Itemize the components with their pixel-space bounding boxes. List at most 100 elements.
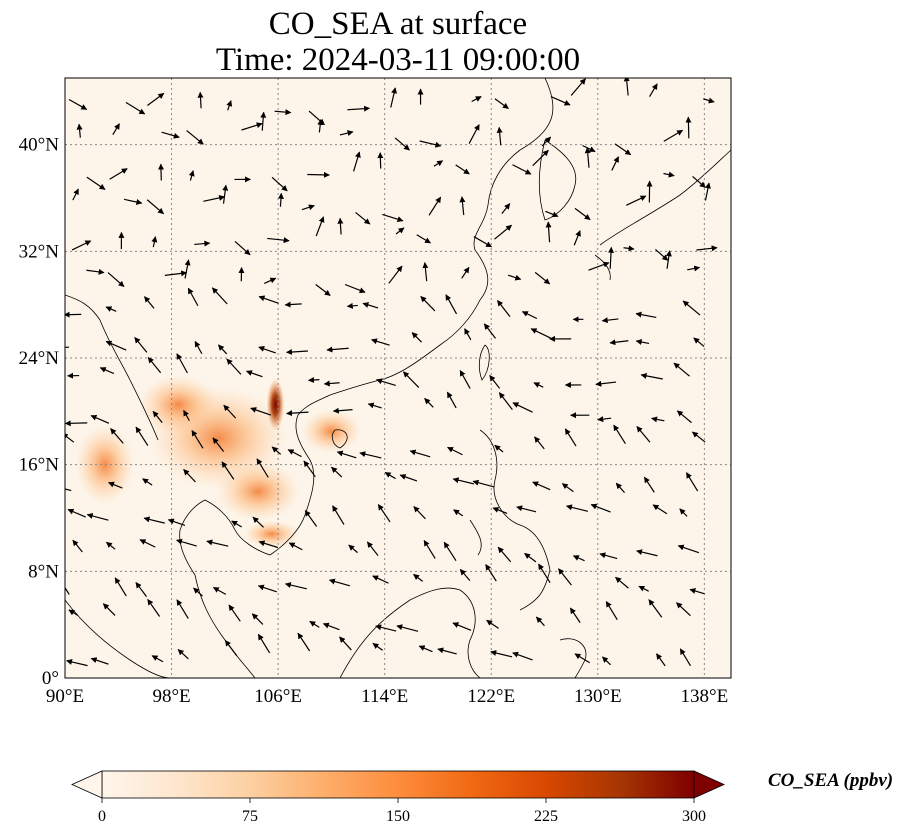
wind-arrow (489, 375, 501, 389)
colorbar-tick-label: 225 (534, 808, 558, 825)
wind-arrow (452, 622, 472, 631)
wind-arrow (452, 477, 475, 485)
wind-arrow (65, 433, 75, 443)
wind-arrow (323, 380, 340, 387)
wind-arrow (315, 216, 325, 237)
wind-arrow (250, 407, 272, 416)
lat-tick-label: 32°N (19, 241, 60, 262)
wind-arrow (217, 344, 228, 355)
wind-arrow (151, 655, 164, 663)
wind-arrow (147, 356, 162, 374)
wind-arrow (231, 520, 243, 528)
wind-arrow (679, 648, 692, 667)
wind-arrow (682, 300, 701, 316)
wind-arrow (534, 271, 551, 285)
wind-arrow (611, 156, 620, 171)
wind-arrow (252, 516, 264, 528)
wind-arrow (615, 576, 629, 589)
wind-arrow (68, 98, 88, 110)
wind-arrow (696, 245, 718, 252)
wind-arrow (65, 346, 70, 348)
wind-arrow (102, 603, 116, 616)
wind-arrow (226, 100, 233, 111)
wind-arrow (640, 372, 663, 380)
wind-arrow (212, 586, 227, 595)
wind-arrow (569, 607, 581, 623)
wind-arrow (403, 371, 420, 388)
wind-arrow (258, 295, 279, 304)
wind-arrow (339, 130, 354, 137)
co-plume (301, 409, 362, 454)
wind-arrow (676, 602, 691, 617)
lon-tick-label: 138°E (681, 686, 729, 707)
wind-arrow (655, 248, 669, 261)
wind-arrow (86, 268, 105, 275)
wind-arrow (147, 598, 161, 617)
wind-arrow (605, 600, 618, 620)
lat-tick-label: 0° (42, 668, 59, 689)
colorbar-max-extend (693, 770, 725, 799)
wind-arrow (685, 472, 699, 492)
wind-arrow (108, 481, 123, 489)
wind-arrow (139, 539, 156, 548)
wind-arrow (535, 616, 545, 627)
wind-arrow (459, 196, 466, 216)
lon-tick-label: 130°E (574, 686, 622, 707)
wind-arrow (142, 478, 153, 486)
wind-arrow (486, 619, 499, 629)
wind-arrow (623, 78, 630, 96)
wind-arrow (307, 377, 320, 383)
wind-arrow (193, 587, 203, 597)
wind-arrow (532, 149, 549, 167)
wind-arrow (287, 449, 302, 458)
wind-arrow (651, 416, 665, 423)
wind-arrow (623, 245, 635, 252)
wind-arrow (322, 622, 340, 631)
wind-arrow (530, 328, 551, 339)
wind-arrow (99, 367, 115, 375)
wind-arrow (304, 510, 318, 527)
wind-arrow (371, 338, 390, 346)
wind-arrow (550, 96, 571, 106)
map-title: CO_SEA at surface (268, 6, 528, 42)
wind-arrow (267, 237, 290, 244)
wind-arrow (689, 588, 705, 595)
wind-arrow (590, 503, 611, 513)
wind-arrow (309, 620, 320, 628)
wind-arrow (263, 277, 277, 284)
wind-arrow (545, 210, 559, 218)
colorbar-gradient (101, 770, 695, 799)
wind-vectors (65, 78, 718, 667)
wind-arrow (595, 380, 617, 387)
wind-arrow (501, 203, 511, 214)
wind-arrow (433, 160, 444, 167)
wind-arrow (284, 301, 302, 308)
colorbar-tick-label: 0 (98, 808, 106, 825)
wind-arrow (459, 568, 471, 582)
wind-arrow (90, 657, 109, 665)
wind-arrow (212, 437, 225, 452)
wind-arrow (331, 466, 343, 478)
wind-arrow (315, 284, 331, 296)
wind-arrow (256, 458, 269, 478)
wind-arrow (413, 506, 426, 520)
wind-arrow (223, 404, 237, 419)
wind-arrow (573, 230, 581, 246)
wind-arrow (609, 339, 629, 346)
wind-arrow (66, 659, 88, 667)
wind-arrow (86, 513, 109, 521)
wind-arrow (234, 240, 251, 256)
wind-arrow (271, 176, 288, 192)
wind-arrow (110, 428, 124, 444)
wind-arrow (692, 175, 706, 188)
wind-arrow (377, 152, 384, 169)
wind-arrow (588, 261, 610, 271)
lat-tick-label: 8°N (28, 561, 59, 582)
wind-arrow (512, 651, 533, 661)
wind-arrow (76, 123, 83, 138)
wind-arrow (277, 192, 284, 207)
co-plume (243, 520, 300, 548)
wind-arrow (665, 250, 672, 269)
wind-arrow (497, 546, 512, 563)
wind-arrow (420, 296, 436, 312)
